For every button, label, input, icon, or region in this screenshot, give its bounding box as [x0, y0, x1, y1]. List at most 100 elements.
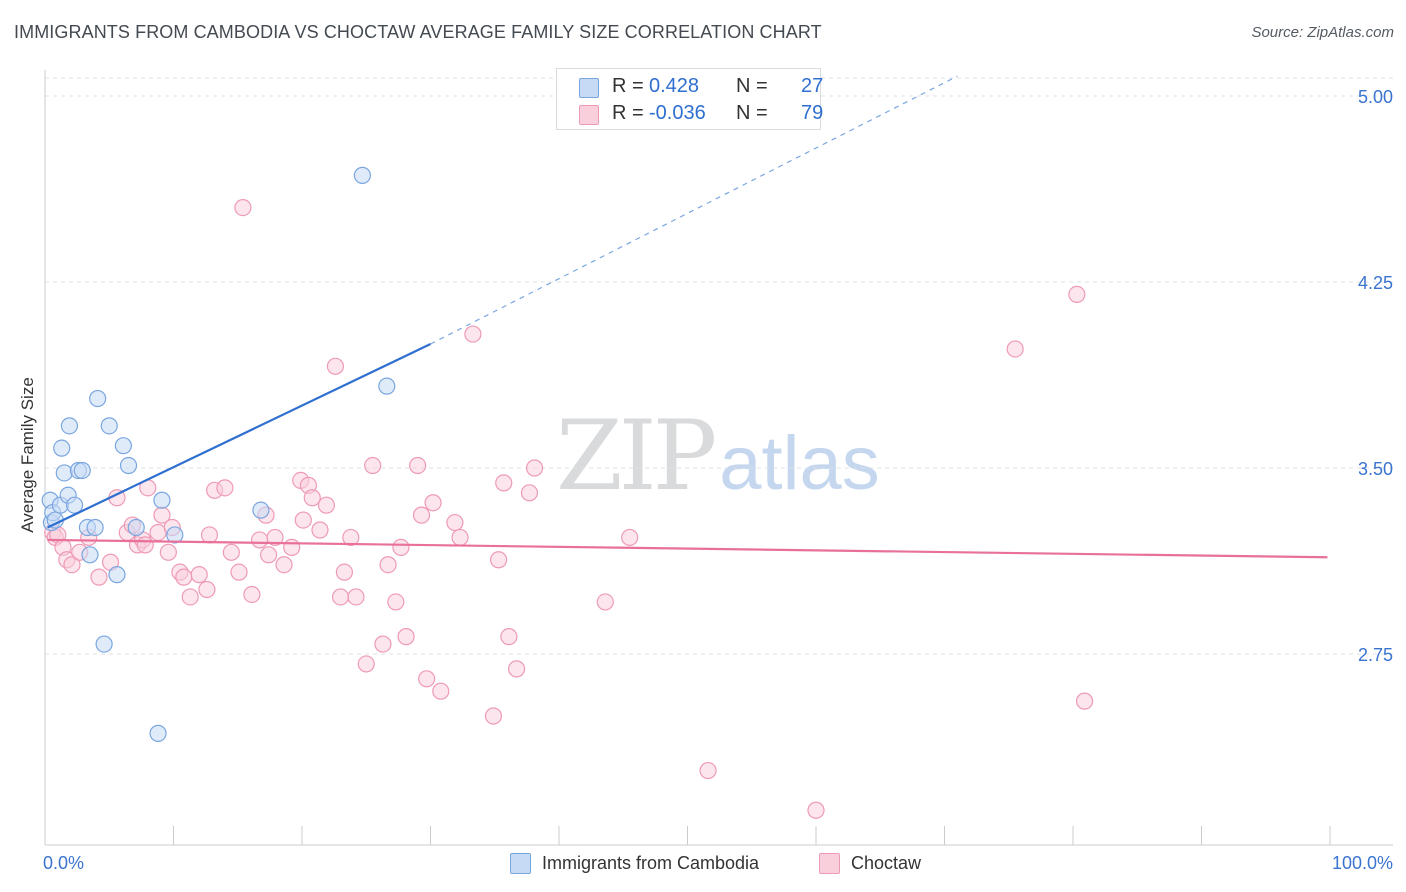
legend-label: Immigrants from Cambodia: [542, 853, 760, 873]
choctaw-point: [234, 199, 252, 217]
choctaw-point: [222, 543, 240, 561]
chart-title: IMMIGRANTS FROM CAMBODIA VS CHOCTAW AVER…: [14, 22, 822, 42]
cambodia-point: [127, 518, 145, 537]
cambodia-point: [86, 518, 104, 537]
choctaw-point: [412, 506, 431, 524]
watermark-zip: ZIP: [556, 400, 717, 512]
choctaw-point: [490, 551, 508, 569]
choctaw-point: [303, 489, 321, 507]
choctaw-point: [198, 580, 216, 599]
legend-swatch-blue: [579, 78, 599, 98]
cambodia-point: [89, 389, 107, 408]
cambodia-trend-line: [47, 343, 431, 529]
y-tick-label: 3.50: [1358, 459, 1393, 479]
choctaw-point: [230, 563, 248, 581]
watermark-atlas: atlas: [719, 421, 880, 506]
n-label: N =: [736, 102, 768, 124]
choctaw-point: [364, 456, 382, 475]
choctaw-trend-line: [47, 538, 1328, 559]
cambodia-point: [252, 501, 270, 519]
choctaw-point: [525, 459, 544, 477]
cambodia-point: [53, 439, 71, 457]
choctaw-point: [190, 566, 208, 584]
choctaw-point: [357, 655, 375, 673]
cambodia-point: [60, 417, 79, 435]
legend-label: Choctaw: [851, 853, 922, 873]
choctaw-point: [507, 660, 526, 678]
choctaw-point: [374, 635, 392, 653]
cambodia-point: [108, 566, 126, 584]
choctaw-point: [807, 801, 825, 819]
choctaw-point: [699, 761, 717, 780]
choctaw-point: [379, 556, 397, 574]
choctaw-point: [90, 568, 108, 586]
x-tick-label-min: 0.0%: [43, 853, 84, 873]
choctaw-point: [387, 593, 405, 611]
choctaw-point: [451, 528, 469, 547]
cambodia-point: [55, 464, 73, 482]
grid-layer: [45, 77, 1393, 655]
cambodia-point: [149, 724, 167, 742]
choctaw-point: [175, 568, 193, 586]
cambodia-point: [166, 526, 184, 544]
cambodia-point: [81, 546, 99, 564]
choctaw-point: [446, 513, 464, 532]
choctaw-point: [266, 528, 284, 547]
source-credit: Source: ZipAtlas.com: [1251, 24, 1394, 41]
cambodia-point: [353, 166, 371, 184]
y-tick-label: 4.25: [1358, 273, 1393, 293]
r-label: R =: [612, 102, 644, 124]
choctaw-point: [596, 593, 614, 611]
choctaw-point: [335, 563, 354, 581]
choctaw-point: [484, 707, 503, 725]
choctaw-point: [326, 357, 345, 375]
choctaw-point: [136, 536, 154, 554]
cambodia-point: [100, 417, 118, 435]
r-value: -0.036: [649, 102, 706, 124]
choctaw-point: [275, 556, 293, 574]
choctaw-point: [200, 526, 219, 544]
choctaw-point: [409, 456, 427, 475]
choctaw-point: [500, 628, 518, 646]
watermark: ZIPatlas: [556, 400, 880, 512]
n-value: 79: [801, 102, 824, 124]
tick-label-layer: 2.75 3.50 4.25 5.00 0.0% 100.0%: [43, 87, 1393, 873]
choctaw-point: [432, 682, 450, 700]
legend-swatch-blue: [510, 853, 531, 874]
cambodia-point: [73, 461, 91, 480]
choctaw-point: [250, 531, 269, 549]
choctaw-point: [347, 588, 365, 606]
cambodia-point: [65, 496, 84, 514]
choctaw-point: [63, 556, 81, 574]
choctaw-point: [418, 670, 436, 688]
axis-layer: [44, 70, 1393, 846]
cambodia-point: [378, 377, 396, 395]
n-label: N =: [736, 75, 768, 97]
choctaw-point: [424, 494, 442, 512]
choctaw-point: [331, 588, 350, 606]
choctaw-point: [464, 325, 482, 343]
choctaw-point: [621, 528, 639, 547]
choctaw-point: [311, 521, 329, 539]
legend-swatch-pink: [819, 853, 840, 874]
choctaw-point: [397, 628, 415, 646]
choctaw-point: [259, 546, 278, 564]
y-tick-label: 2.75: [1358, 645, 1393, 665]
cambodia-trend-extension: [430, 75, 958, 345]
choctaw-point: [216, 479, 234, 497]
choctaw-point: [317, 496, 336, 514]
choctaw-point: [294, 511, 312, 529]
choctaw-point: [520, 484, 539, 502]
r-label: R =: [612, 75, 644, 97]
choctaw-point: [159, 543, 177, 561]
choctaw-point: [495, 474, 513, 492]
cambodia-point: [153, 491, 171, 509]
cambodia-point: [95, 635, 113, 653]
trend-layer: [47, 75, 1328, 559]
n-value: 27: [801, 75, 824, 97]
choctaw-point: [1075, 692, 1094, 710]
y-axis-label: Average Family Size: [18, 377, 37, 533]
choctaw-point: [283, 538, 301, 556]
y-tick-label: 5.00: [1358, 87, 1393, 107]
